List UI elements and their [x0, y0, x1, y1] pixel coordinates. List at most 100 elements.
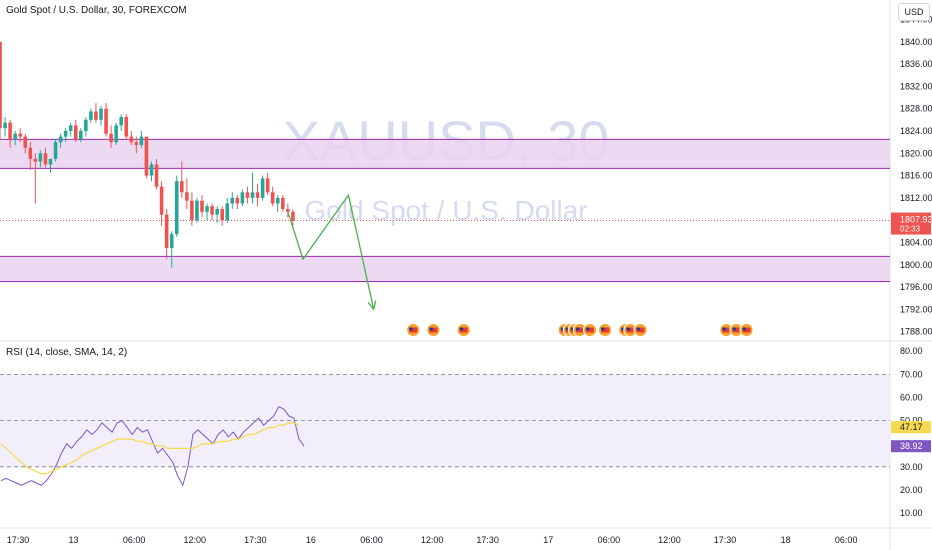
candle-body [195, 200, 199, 221]
rsi-ma-line [0, 422, 300, 475]
candle-body [210, 206, 214, 215]
rsi-line [0, 406, 305, 487]
rsi-tick-label: 10.00 [900, 508, 923, 518]
candle-body [185, 192, 189, 201]
candle-body [270, 192, 275, 204]
candle-body [174, 181, 179, 235]
candle-body [104, 108, 108, 134]
time-tick-label: 17 [543, 535, 553, 545]
candle-body [235, 197, 240, 204]
event-flag-canton [429, 327, 433, 331]
time-tick-label: 06:00 [360, 535, 383, 545]
candle-body [169, 234, 174, 249]
candle-body [260, 178, 265, 198]
event-flag-canton [636, 327, 640, 331]
candle-body [291, 211, 295, 221]
event-flag-canton [626, 327, 630, 331]
candle-body [225, 203, 230, 221]
countdown-label: 02:33 [900, 225, 921, 234]
candle-body [58, 136, 63, 143]
projection-path [287, 193, 375, 310]
candle-body [109, 133, 113, 143]
candle-body [53, 142, 58, 159]
candle-body [28, 147, 33, 159]
price-tick-label: 1796.00 [900, 282, 932, 292]
event-flag-canton [570, 327, 575, 331]
event-flag-canton [560, 327, 565, 331]
candle-body [124, 117, 129, 137]
rsi-tick-label: 60.00 [900, 392, 923, 402]
projection-arrowhead [367, 300, 377, 311]
candle-body [68, 125, 73, 131]
candle-body [43, 153, 48, 165]
candle-body [48, 158, 53, 165]
candle-body [3, 122, 7, 129]
price-tick-label: 1832.00 [900, 81, 932, 91]
candle-body [94, 111, 98, 120]
time-tick-label: 06:00 [835, 535, 858, 545]
time-tick-label: 17:30 [476, 535, 499, 545]
supply-demand-zone [0, 139, 890, 169]
rsi-value: 38.92 [900, 441, 923, 451]
price-tick-label: 1828.00 [900, 104, 932, 114]
candle-body [23, 136, 28, 148]
event-flag-canton [409, 327, 413, 331]
candle-body [250, 192, 255, 198]
supply-demand-zone [0, 256, 890, 282]
price-tick-label: 1836.00 [900, 59, 932, 69]
candle-body [215, 209, 219, 215]
price-tick-label: 1812.00 [900, 193, 932, 203]
candle-body [164, 214, 169, 249]
watermark-name: Gold Spot / U.S. Dollar [304, 195, 587, 226]
last-price-label: 1807.93 [900, 215, 932, 225]
candle-body [240, 192, 245, 204]
rsi-tick-label: 20.00 [900, 485, 923, 495]
time-tick-label: 12:00 [421, 535, 444, 545]
event-flag-canton [722, 327, 726, 331]
candle-body [275, 197, 280, 204]
rsi-title: RSI (14, close, SMA, 14, 2) [6, 347, 128, 358]
rsi-ma-badge [891, 421, 931, 434]
price-tick-label: 1840.00 [900, 37, 932, 47]
rsi-value-badge [891, 440, 931, 453]
price-tick-label: 1788.00 [900, 327, 932, 337]
time-tick-label: 13 [69, 535, 79, 545]
time-tick-label: 12:00 [658, 535, 681, 545]
candle-body [13, 133, 17, 140]
price-tick-label: 1792.00 [900, 304, 932, 314]
candle-body [265, 178, 270, 193]
time-tick-label: 17:30 [7, 535, 30, 545]
candle-body [139, 136, 144, 145]
candle-body [220, 209, 224, 221]
event-flag-canton [459, 327, 464, 331]
candle-body [245, 192, 250, 198]
candle-body [99, 108, 103, 120]
rsi-ma-value: 47.17 [900, 422, 923, 432]
rsi-tick-label: 50.00 [900, 416, 923, 426]
candle-body [190, 200, 194, 221]
candle-body [38, 153, 43, 162]
candle-body [129, 136, 134, 143]
rsi-tick-label: 70.00 [900, 369, 923, 379]
currency-button[interactable]: USD [898, 3, 930, 21]
candle-body [149, 164, 154, 176]
time-tick-label: 06:00 [123, 535, 146, 545]
time-tick-label: 17:30 [244, 535, 267, 545]
candle-body [73, 125, 78, 140]
price-tick-label: 1816.00 [900, 171, 932, 181]
candle-body [33, 158, 38, 162]
chart-title: Gold Spot / U.S. Dollar, 30, FOREXCOM [6, 5, 187, 16]
time-tick-label: 06:00 [598, 535, 621, 545]
candle-body [159, 186, 164, 215]
candle-body [119, 117, 123, 126]
time-tick-label: 18 [781, 535, 791, 545]
event-flag-canton [565, 327, 570, 331]
event-flag-canton [575, 327, 580, 331]
price-tick-label: 1820.00 [900, 148, 932, 158]
candle-body [230, 197, 235, 204]
candle-body [89, 111, 93, 120]
candle-body [255, 192, 260, 198]
candle-body [205, 206, 209, 212]
time-tick-label: 17:30 [714, 535, 737, 545]
